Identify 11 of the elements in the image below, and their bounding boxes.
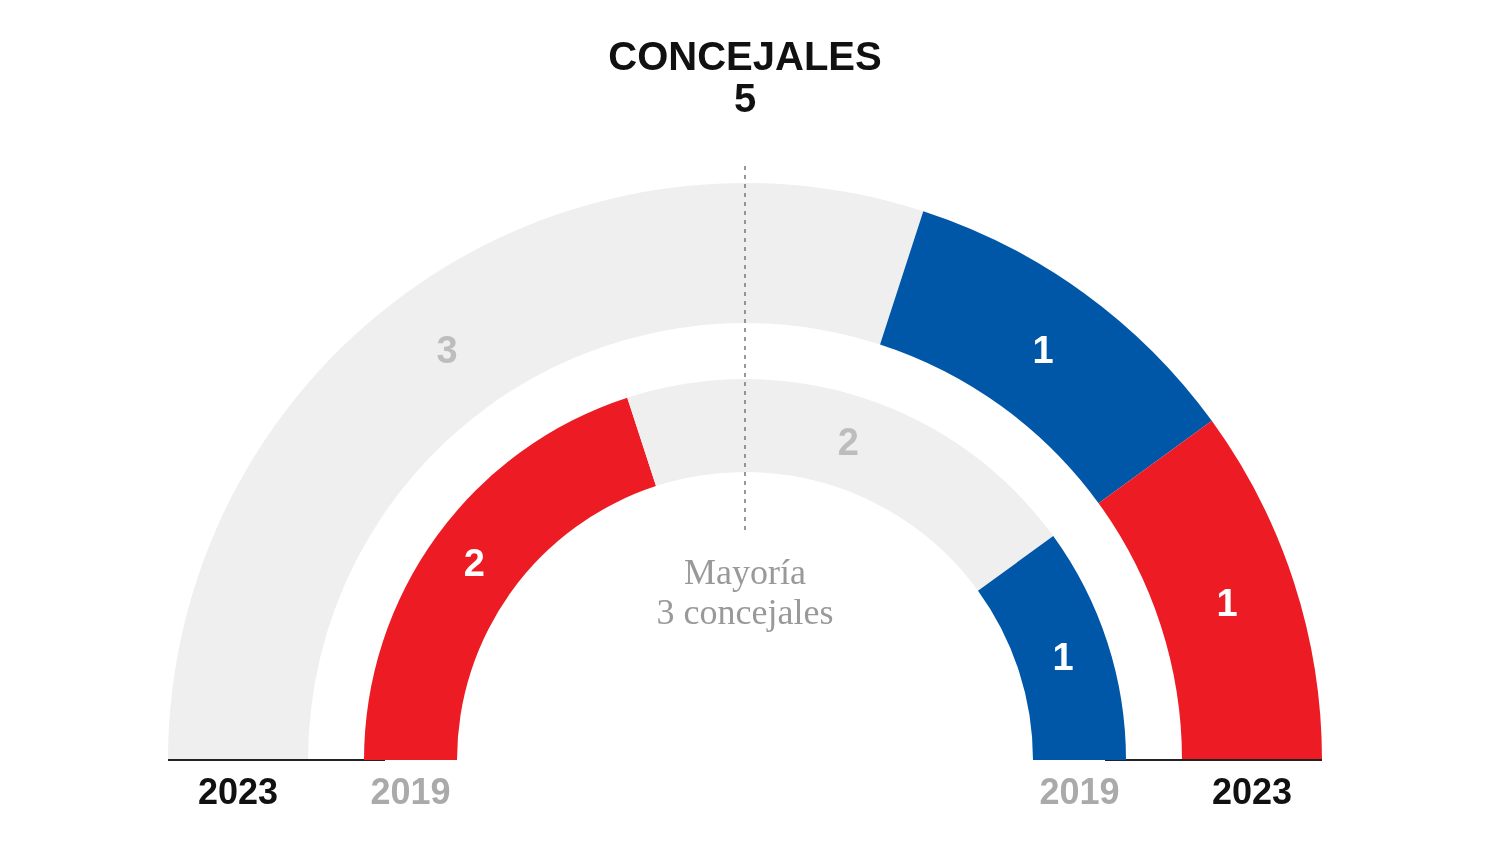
text: 2019 [1039, 771, 1120, 812]
text: 2023 [1211, 771, 1293, 812]
chart-title: CONCEJALES [608, 34, 882, 78]
data-label: 1 [1052, 635, 1074, 678]
chart-subtitle: 5 [733, 76, 757, 120]
data-label: 1 [1216, 582, 1238, 625]
data-label: 1 [1032, 328, 1054, 371]
data-label: 2 [463, 542, 485, 585]
slice-label: 2023 [197, 771, 279, 812]
text: Mayoría 3 concejales [656, 552, 834, 632]
slice-label: 2019 [370, 771, 451, 812]
